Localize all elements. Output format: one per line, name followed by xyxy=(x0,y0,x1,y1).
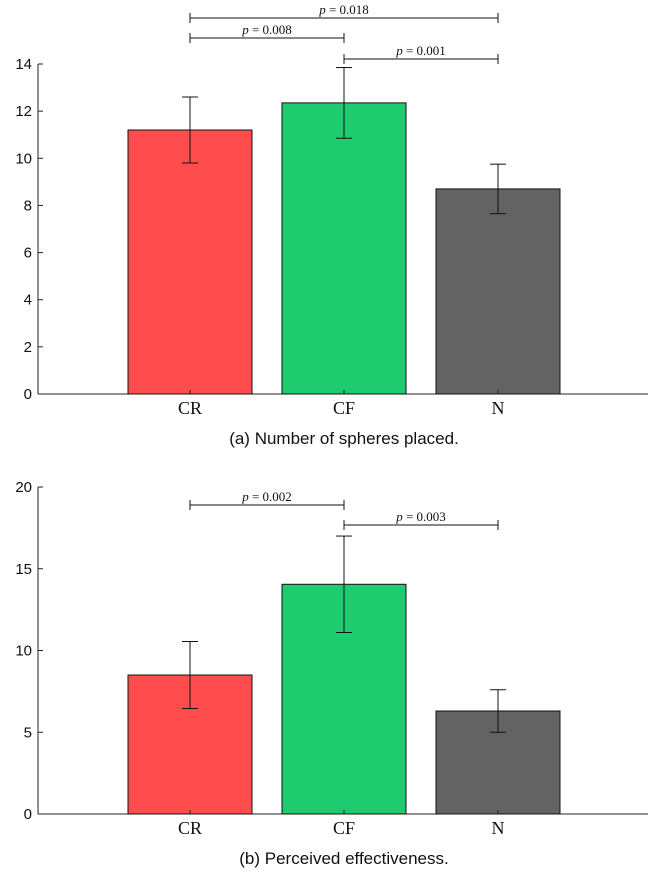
y-tick-label: 12 xyxy=(15,103,32,120)
y-tick-label: 10 xyxy=(15,150,32,167)
y-tick-label: 5 xyxy=(24,724,32,741)
y-tick-label: 10 xyxy=(15,643,32,660)
significance-bracket xyxy=(189,13,499,23)
y-tick-label: 14 xyxy=(15,56,32,73)
bar-cf xyxy=(281,102,407,395)
chart-perceived-effectiveness: 0 5 10 15 20 CR CF Np = 0.002 p = 0.003 (b) Perce… xyxy=(15,479,648,868)
bar-cr xyxy=(127,129,253,395)
significance-bracket xyxy=(189,500,345,510)
significance-bracket xyxy=(189,33,345,43)
p-value-label: p = 0.003 xyxy=(395,509,446,524)
p-value-label: p = 0.018 xyxy=(318,2,369,17)
p-value-label: p = 0.001 xyxy=(395,43,446,58)
p-value-label: p = 0.008 xyxy=(241,22,292,37)
chart-caption: (a) Number of spheres placed. xyxy=(229,429,459,448)
x-tick-label: CF xyxy=(333,818,355,838)
y-tick-label: 2 xyxy=(24,339,32,356)
p-value-label: p = 0.002 xyxy=(241,489,292,504)
x-tick-label: CF xyxy=(333,398,355,418)
y-tick-label: 8 xyxy=(24,197,32,214)
x-tick-label: CR xyxy=(178,818,202,838)
x-tick-label: N xyxy=(492,398,505,418)
y-tick-label: 6 xyxy=(24,245,32,262)
y-tick-label: 0 xyxy=(24,386,32,403)
x-tick-label: CR xyxy=(178,398,202,418)
y-tick-label: 15 xyxy=(15,561,32,578)
y-tick-label: 4 xyxy=(24,292,32,309)
chart-spheres-placed: 0 2 4 6 8 10 12 14 CR CF Np = 0.018 p = 0.008 p = 0.… xyxy=(15,2,648,448)
chart-caption: (b) Perceived effectiveness. xyxy=(239,849,448,868)
significance-bracket xyxy=(343,54,499,64)
y-tick-label: 0 xyxy=(24,806,32,823)
significance-bracket xyxy=(343,520,499,530)
y-tick-label: 20 xyxy=(15,479,32,496)
x-tick-label: N xyxy=(492,818,505,838)
bar-n xyxy=(435,188,561,395)
